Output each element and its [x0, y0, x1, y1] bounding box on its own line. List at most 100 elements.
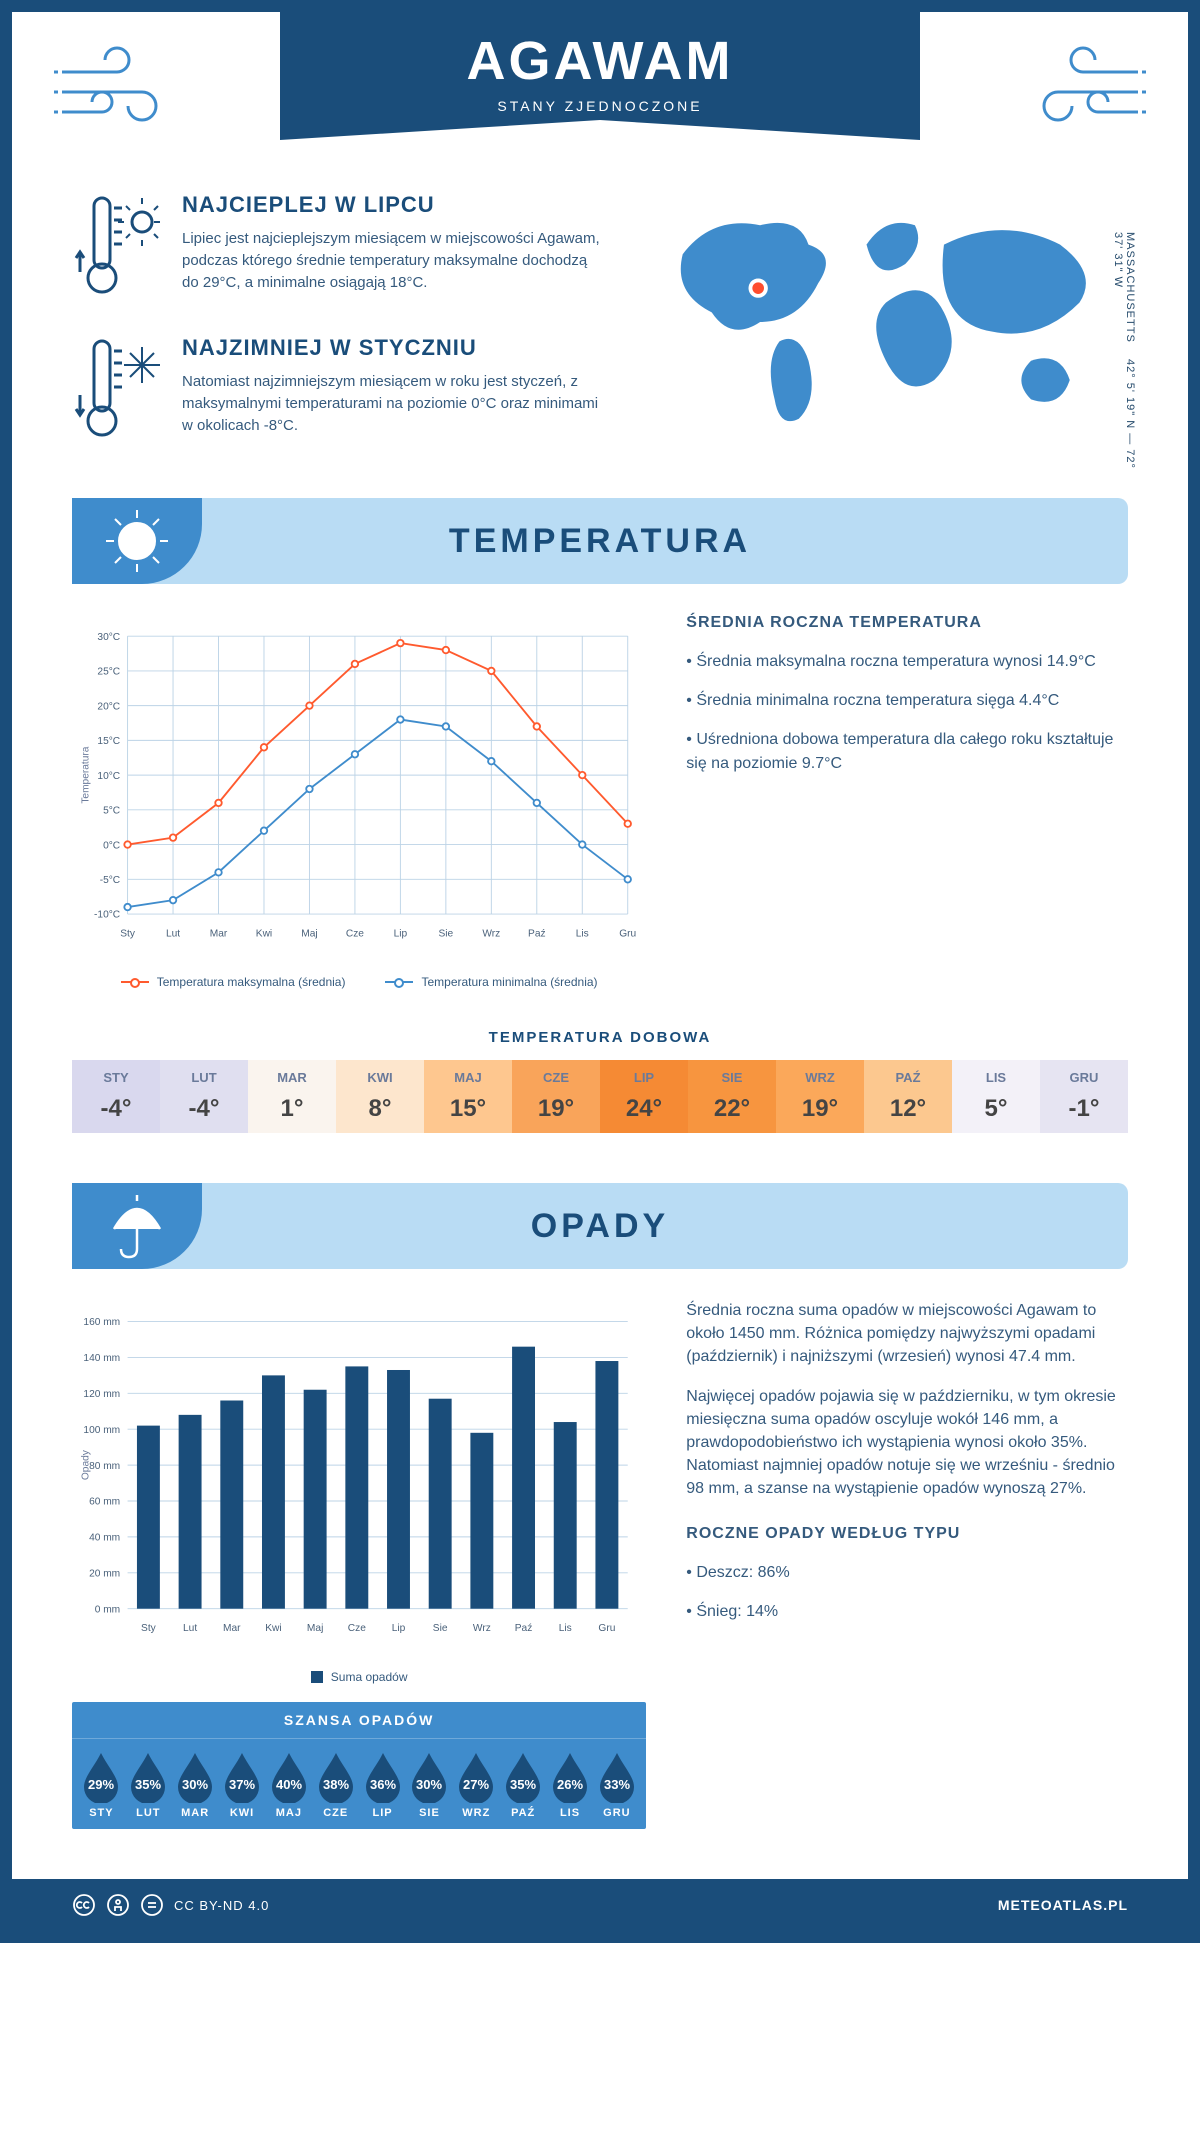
precip-chance-cell: 30% SIE: [406, 1749, 453, 1819]
svg-text:-5°C: -5°C: [100, 875, 120, 886]
precip-type-bullet: • Śnieg: 14%: [686, 1600, 1128, 1623]
svg-text:Sty: Sty: [120, 928, 136, 939]
precip-chance-cell: 33% GRU: [593, 1749, 640, 1819]
svg-text:10°C: 10°C: [97, 771, 120, 782]
daily-temp-value: 12°: [864, 1095, 952, 1123]
daily-temp-strip: STY -4° LUT -4° MAR 1° KWI 8° MAJ 15° CZ…: [72, 1060, 1128, 1133]
svg-text:30%: 30%: [416, 1777, 442, 1792]
daily-temp-value: -1°: [1040, 1095, 1128, 1123]
temperature-summary: ŚREDNIA ROCZNA TEMPERATURA • Średnia mak…: [686, 614, 1128, 989]
daily-temp-cell: LIP 24°: [600, 1060, 688, 1133]
coldest-text: Natomiast najzimniejszym miesiącem w rok…: [182, 371, 604, 436]
svg-text:Lip: Lip: [394, 928, 408, 939]
daily-temp-value: 24°: [600, 1095, 688, 1123]
precip-chance-month: CZE: [312, 1807, 359, 1819]
cc-icon: [72, 1893, 96, 1917]
daily-temp-cell: CZE 19°: [512, 1060, 600, 1133]
precip-para-2: Najwięcej opadów pojawia się w październ…: [686, 1385, 1128, 1501]
daily-temp-value: 22°: [688, 1095, 776, 1123]
precip-chance-cell: 29% STY: [78, 1749, 125, 1819]
nd-icon: [140, 1893, 164, 1917]
precip-chance-cell: 27% WRZ: [453, 1749, 500, 1819]
daily-temp-month: SIE: [688, 1070, 776, 1085]
title-banner: AGAWAM STANY ZJEDNOCZONE: [280, 12, 920, 120]
svg-text:Kwi: Kwi: [265, 1623, 281, 1634]
svg-text:Lut: Lut: [166, 928, 180, 939]
precip-chance-month: WRZ: [453, 1807, 500, 1819]
svg-text:Lis: Lis: [576, 928, 589, 939]
daily-temp-month: STY: [72, 1070, 160, 1085]
wind-swirl-icon: [52, 42, 182, 137]
svg-text:25°C: 25°C: [97, 667, 120, 678]
svg-text:0°C: 0°C: [103, 840, 120, 851]
svg-text:Lis: Lis: [559, 1623, 572, 1634]
daily-temp-month: WRZ: [776, 1070, 864, 1085]
precip-chance-month: LUT: [125, 1807, 172, 1819]
city-title: AGAWAM: [280, 30, 920, 92]
daily-temp-cell: LIS 5°: [952, 1060, 1040, 1133]
svg-text:80 mm: 80 mm: [89, 1461, 120, 1472]
svg-text:27%: 27%: [463, 1777, 489, 1792]
precip-section-header: OPADY: [72, 1183, 1128, 1269]
precip-type-heading: ROCZNE OPADY WEDŁUG TYPU: [686, 1525, 1128, 1543]
daily-temp-month: CZE: [512, 1070, 600, 1085]
svg-text:Sie: Sie: [439, 928, 454, 939]
daily-temp-value: 8°: [336, 1095, 424, 1123]
precip-chance-cell: 40% MAJ: [265, 1749, 312, 1819]
precip-chance-month: MAR: [172, 1807, 219, 1819]
daily-temp-value: -4°: [160, 1095, 248, 1123]
legend-max-label: Temperatura maksymalna (średnia): [157, 975, 346, 989]
svg-text:5°C: 5°C: [103, 806, 120, 817]
precip-chance-box: SZANSA OPADÓW 29% STY 35% LUT 30% MAR 37…: [72, 1702, 646, 1829]
svg-text:15°C: 15°C: [97, 736, 120, 747]
svg-text:Lip: Lip: [392, 1623, 406, 1634]
daily-temp-month: LUT: [160, 1070, 248, 1085]
precip-chance-month: KWI: [219, 1807, 266, 1819]
country-subtitle: STANY ZJEDNOCZONE: [280, 98, 920, 114]
svg-text:Paź: Paź: [528, 928, 546, 939]
temp-chart-legend: Temperatura maksymalna (średnia) Tempera…: [72, 975, 646, 989]
precip-para-1: Średnia roczna suma opadów w miejscowośc…: [686, 1299, 1128, 1369]
precip-chance-month: PAŹ: [500, 1807, 547, 1819]
svg-text:33%: 33%: [604, 1777, 630, 1792]
daily-temp-value: 15°: [424, 1095, 512, 1123]
svg-text:30°C: 30°C: [97, 632, 120, 643]
precip-chance-month: SIE: [406, 1807, 453, 1819]
daily-temp-cell: PAŹ 12°: [864, 1060, 952, 1133]
daily-temp-value: 19°: [512, 1095, 600, 1123]
warmest-text: Lipiec jest najcieplejszym miesiącem w m…: [182, 228, 604, 293]
legend-min-label: Temperatura minimalna (średnia): [421, 975, 597, 989]
svg-text:-10°C: -10°C: [94, 910, 120, 921]
svg-text:Wrz: Wrz: [482, 928, 500, 939]
daily-temp-value: -4°: [72, 1095, 160, 1123]
svg-text:36%: 36%: [370, 1777, 396, 1792]
svg-text:Paź: Paź: [515, 1623, 533, 1634]
precip-chart-legend: Suma opadów: [72, 1670, 646, 1684]
license-block: CC BY-ND 4.0: [72, 1893, 269, 1917]
legend-precip-label: Suma opadów: [331, 1670, 408, 1684]
daily-temp-month: MAR: [248, 1070, 336, 1085]
svg-text:20°C: 20°C: [97, 701, 120, 712]
daily-temp-value: 5°: [952, 1095, 1040, 1123]
sun-icon: [72, 498, 202, 584]
daily-temp-cell: MAR 1°: [248, 1060, 336, 1133]
svg-text:Gru: Gru: [598, 1623, 615, 1634]
site-credit: METEOATLAS.PL: [998, 1897, 1128, 1913]
daily-temp-value: 19°: [776, 1095, 864, 1123]
daily-temp-cell: STY -4°: [72, 1060, 160, 1133]
intro-row: NAJCIEPLEJ W LIPCU Lipiec jest najcieple…: [12, 192, 1188, 478]
svg-text:Wrz: Wrz: [473, 1623, 491, 1634]
svg-text:Opady: Opady: [81, 1449, 92, 1480]
daily-temp-month: LIS: [952, 1070, 1040, 1085]
daily-temp-cell: KWI 8°: [336, 1060, 424, 1133]
precip-chance-cell: 30% MAR: [172, 1749, 219, 1819]
precip-chance-cell: 36% LIP: [359, 1749, 406, 1819]
thermometer-hot-icon: [72, 192, 162, 307]
precip-chance-month: LIS: [547, 1807, 594, 1819]
svg-text:Maj: Maj: [301, 928, 317, 939]
annual-temp-heading: ŚREDNIA ROCZNA TEMPERATURA: [686, 614, 1128, 632]
by-icon: [106, 1893, 130, 1917]
svg-text:Sie: Sie: [433, 1623, 448, 1634]
coldest-fact: NAJZIMNIEJ W STYCZNIU Natomiast najzimni…: [72, 335, 604, 450]
daily-temp-month: PAŹ: [864, 1070, 952, 1085]
